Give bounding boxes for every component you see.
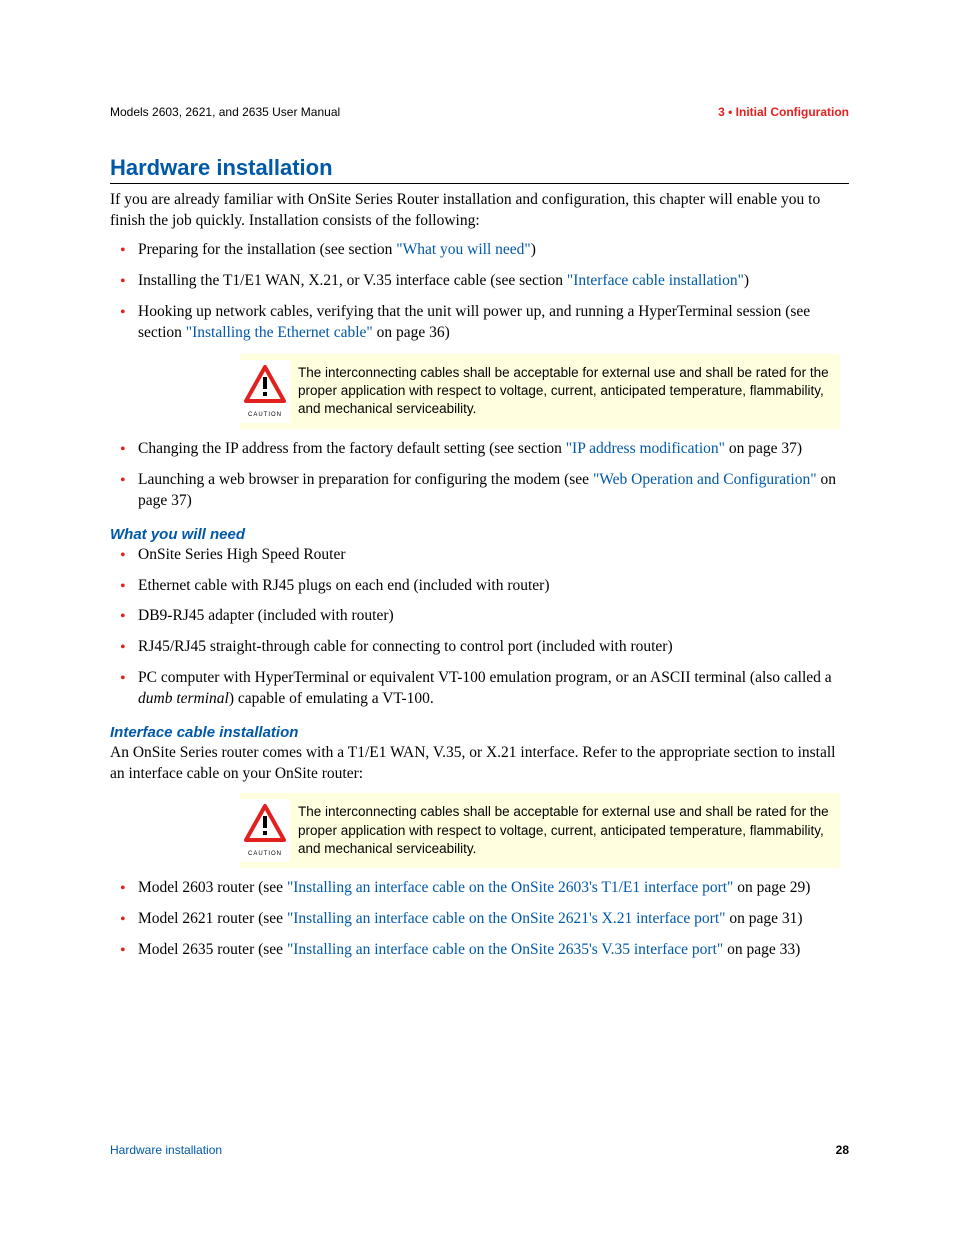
link-ip-address-modification[interactable]: "IP address modification" [566, 440, 725, 457]
caution-box-1: CAUTION The interconnecting cables shall… [240, 354, 840, 429]
page-number: 28 [836, 1143, 849, 1157]
list-item: Installing the T1/E1 WAN, X.21, or V.35 … [110, 271, 849, 292]
caution-icon: CAUTION [240, 799, 290, 862]
list-item: OnSite Series High Speed Router [110, 545, 849, 566]
caution-text: The interconnecting cables shall be acce… [298, 364, 830, 419]
bullet-text: Model 2635 router (see [138, 941, 287, 958]
page-header: Models 2603, 2621, and 2635 User Manual … [110, 105, 849, 119]
bullet-text: Installing the T1/E1 WAN, X.21, or V.35 … [138, 272, 567, 289]
bullet-text: Preparing for the installation (see sect… [138, 241, 396, 258]
list-item: Changing the IP address from the factory… [110, 439, 849, 460]
bullet-text: ) capable of emulating a VT-100. [229, 690, 434, 707]
list-item: Model 2603 router (see "Installing an in… [110, 878, 849, 899]
subsection-interface-cable-installation: Interface cable installation [110, 724, 849, 741]
intro-paragraph: If you are already familiar with OnSite … [110, 190, 849, 232]
caution-label: CAUTION [240, 850, 290, 858]
bullet-text: on page 31) [725, 910, 802, 927]
link-installing-ethernet-cable[interactable]: "Installing the Ethernet cable" [186, 324, 373, 341]
list-item: Preparing for the installation (see sect… [110, 240, 849, 261]
link-what-you-will-need[interactable]: "What you will need" [396, 241, 530, 258]
section-title: Hardware installation [110, 155, 849, 184]
bullet-text: Model 2621 router (see [138, 910, 287, 927]
link-install-2603[interactable]: "Installing an interface cable on the On… [287, 879, 733, 896]
list-item: RJ45/RJ45 straight-through cable for con… [110, 637, 849, 658]
emphasis-dumb-terminal: dumb terminal [138, 690, 229, 707]
subsection-what-you-will-need: What you will need [110, 526, 849, 543]
iface-intro-paragraph: An OnSite Series router comes with a T1/… [110, 743, 849, 785]
bullet-text: on page 29) [733, 879, 810, 896]
list-item: DB9-RJ45 adapter (included with router) [110, 606, 849, 627]
page-footer: Hardware installation 28 [110, 1143, 849, 1157]
bullet-text: PC computer with HyperTerminal or equiva… [138, 669, 832, 686]
bullet-text: ) [531, 241, 536, 258]
bullet-text: ) [744, 272, 749, 289]
page: Models 2603, 2621, and 2635 User Manual … [0, 0, 954, 1235]
list-item: Model 2635 router (see "Installing an in… [110, 940, 849, 961]
caution-label: CAUTION [240, 411, 290, 419]
link-web-operation-and-configuration[interactable]: "Web Operation and Configuration" [593, 471, 817, 488]
bullet-list-3: Model 2603 router (see "Installing an in… [110, 878, 849, 961]
need-list: OnSite Series High Speed Router Ethernet… [110, 545, 849, 711]
caution-text: The interconnecting cables shall be acce… [298, 803, 830, 858]
footer-left-text: Hardware installation [110, 1143, 222, 1157]
bullet-text: Launching a web browser in preparation f… [138, 471, 593, 488]
list-item: PC computer with HyperTerminal or equiva… [110, 668, 849, 710]
bullet-text: Model 2603 router (see [138, 879, 287, 896]
list-item: Launching a web browser in preparation f… [110, 470, 849, 512]
header-left-text: Models 2603, 2621, and 2635 User Manual [110, 105, 340, 119]
list-item: Model 2621 router (see "Installing an in… [110, 909, 849, 930]
link-install-2635[interactable]: "Installing an interface cable on the On… [287, 941, 723, 958]
bullet-text: on page 33) [723, 941, 800, 958]
bullet-text: Changing the IP address from the factory… [138, 440, 566, 457]
bullet-text: on page 37) [725, 440, 802, 457]
caution-icon: CAUTION [240, 360, 290, 423]
link-install-2621[interactable]: "Installing an interface cable on the On… [287, 910, 726, 927]
list-item: Hooking up network cables, verifying tha… [110, 302, 849, 344]
bullet-list-1: Preparing for the installation (see sect… [110, 240, 849, 344]
header-right-text: 3 • Initial Configuration [718, 105, 849, 119]
list-item: Ethernet cable with RJ45 plugs on each e… [110, 576, 849, 597]
link-interface-cable-installation[interactable]: "Interface cable installation" [567, 272, 744, 289]
caution-box-2: CAUTION The interconnecting cables shall… [240, 793, 840, 868]
bullet-text: on page 36) [373, 324, 450, 341]
bullet-list-2: Changing the IP address from the factory… [110, 439, 849, 512]
